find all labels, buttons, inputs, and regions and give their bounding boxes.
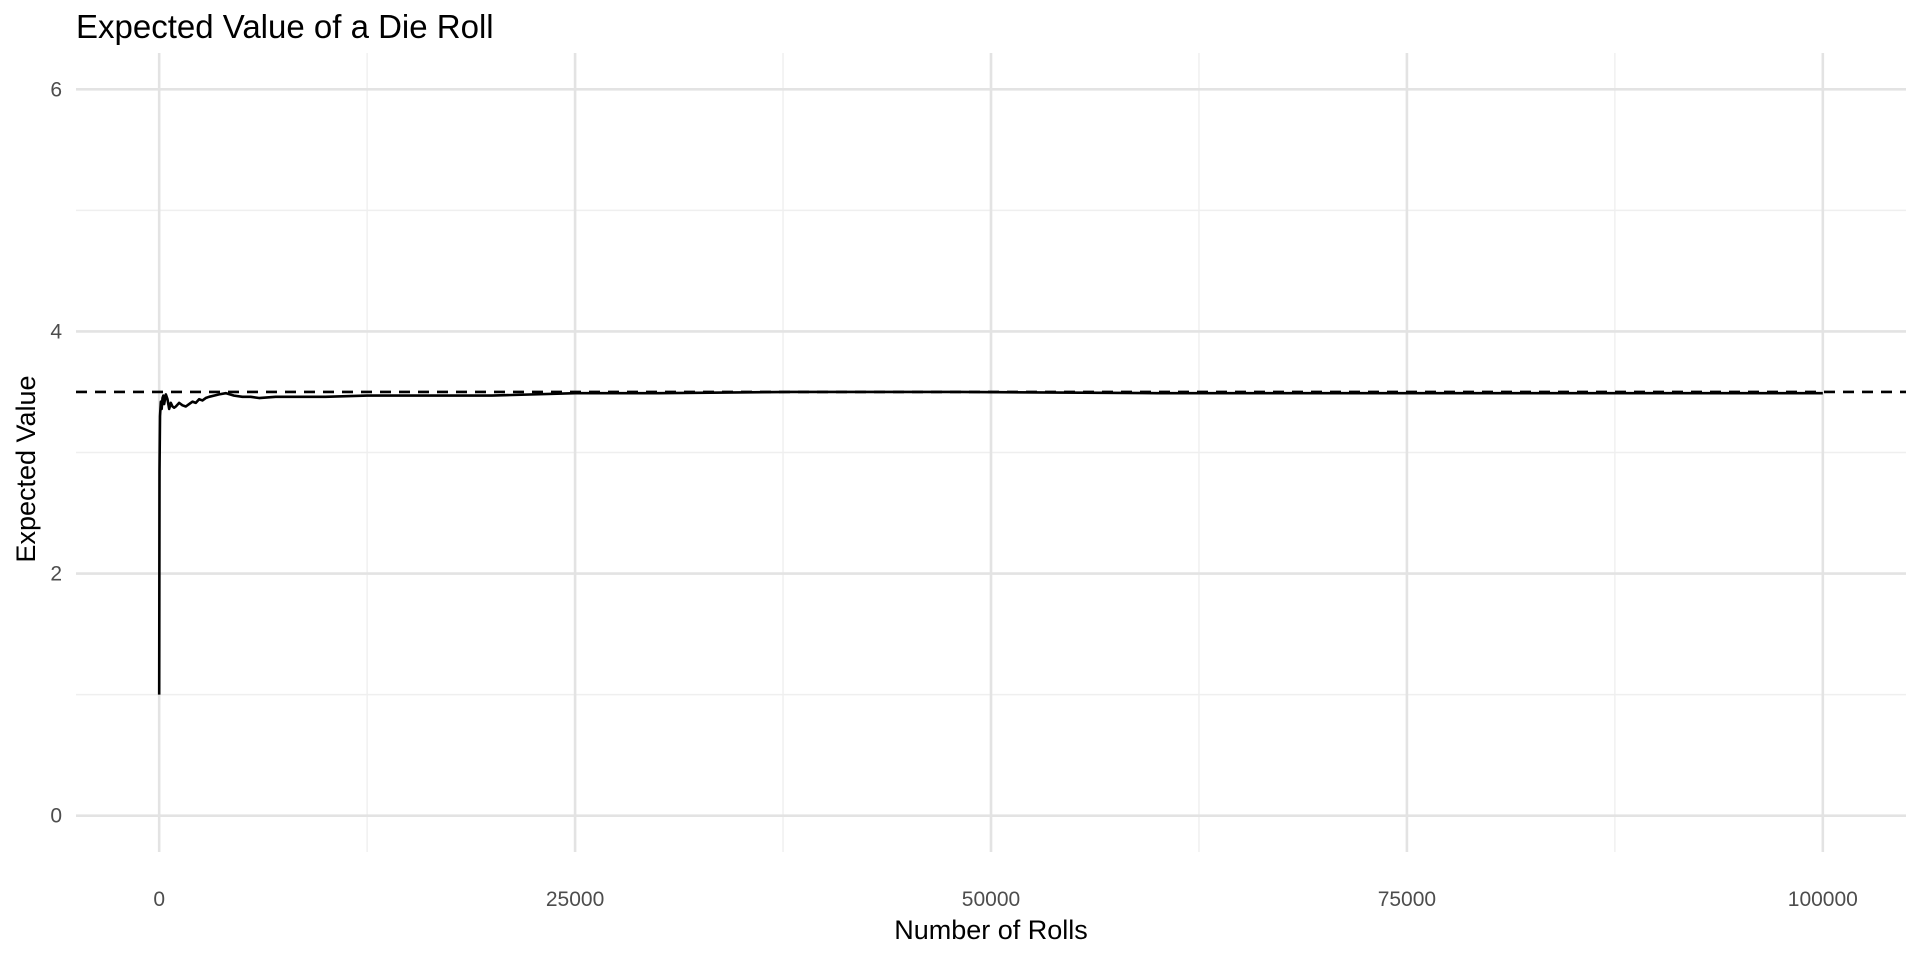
x-axis-title: Number of Rolls [894,915,1088,945]
series-layer [76,390,1906,695]
y-tick-label: 4 [50,320,62,343]
y-axis-title: Expected Value [11,375,41,562]
y-tick-label: 6 [50,78,62,101]
x-tick-label: 25000 [546,888,604,911]
tick-label-layer: 0 25000 50000 75000 100000 0 2 4 6 [50,78,1858,911]
y-tick-label: 0 [50,805,62,828]
series-line [157,390,1823,695]
chart-title: Expected Value of a Die Roll [76,8,494,45]
grid-layer [76,53,1906,852]
x-tick-label: 75000 [1378,888,1436,911]
x-tick-label: 50000 [962,888,1020,911]
x-tick-label: 0 [153,888,165,911]
x-tick-label: 100000 [1788,888,1858,911]
y-tick-label: 2 [50,563,62,586]
